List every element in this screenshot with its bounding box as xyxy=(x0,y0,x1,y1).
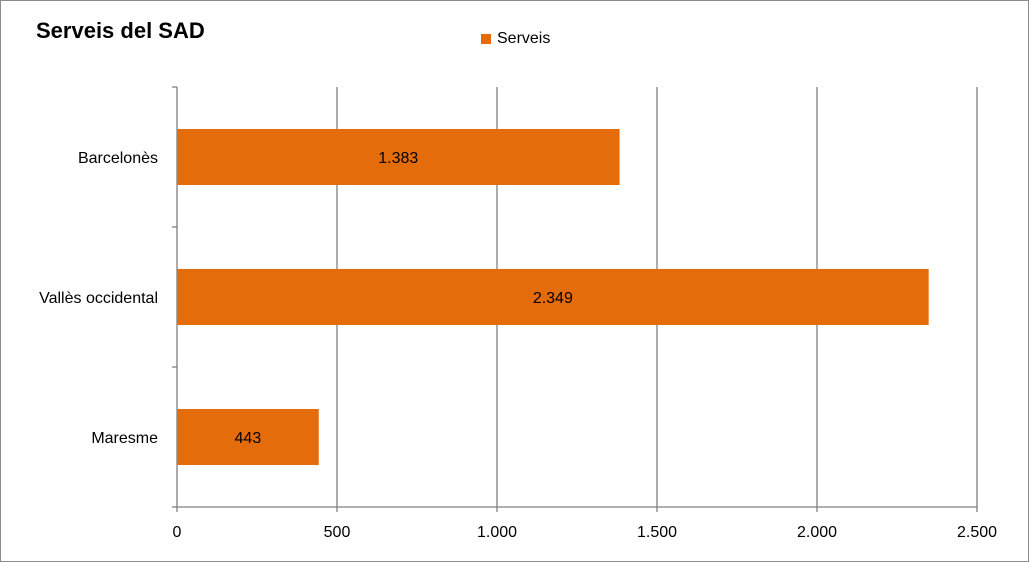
category-label: Vallès occidental xyxy=(39,290,158,307)
bar xyxy=(177,129,620,185)
category-label: Maresme xyxy=(91,430,158,447)
legend-label: Serveis xyxy=(497,30,551,47)
data-label: 1.383 xyxy=(378,150,418,167)
chart-legend: Serveis xyxy=(481,30,550,48)
x-tick-label: 2.500 xyxy=(957,524,997,541)
data-label: 2.349 xyxy=(533,290,573,307)
x-tick-label: 1.500 xyxy=(637,524,677,541)
legend-swatch xyxy=(481,34,491,44)
data-label: 443 xyxy=(235,430,262,447)
bar xyxy=(177,269,929,325)
x-tick-label: 1.000 xyxy=(477,524,517,541)
category-label: Barcelonès xyxy=(78,150,158,167)
chart-title: Serveis del SAD xyxy=(36,18,205,43)
x-tick-label: 0 xyxy=(173,524,182,541)
x-tick-label: 2.000 xyxy=(797,524,837,541)
x-tick-label: 500 xyxy=(324,524,351,541)
bar xyxy=(177,409,319,465)
